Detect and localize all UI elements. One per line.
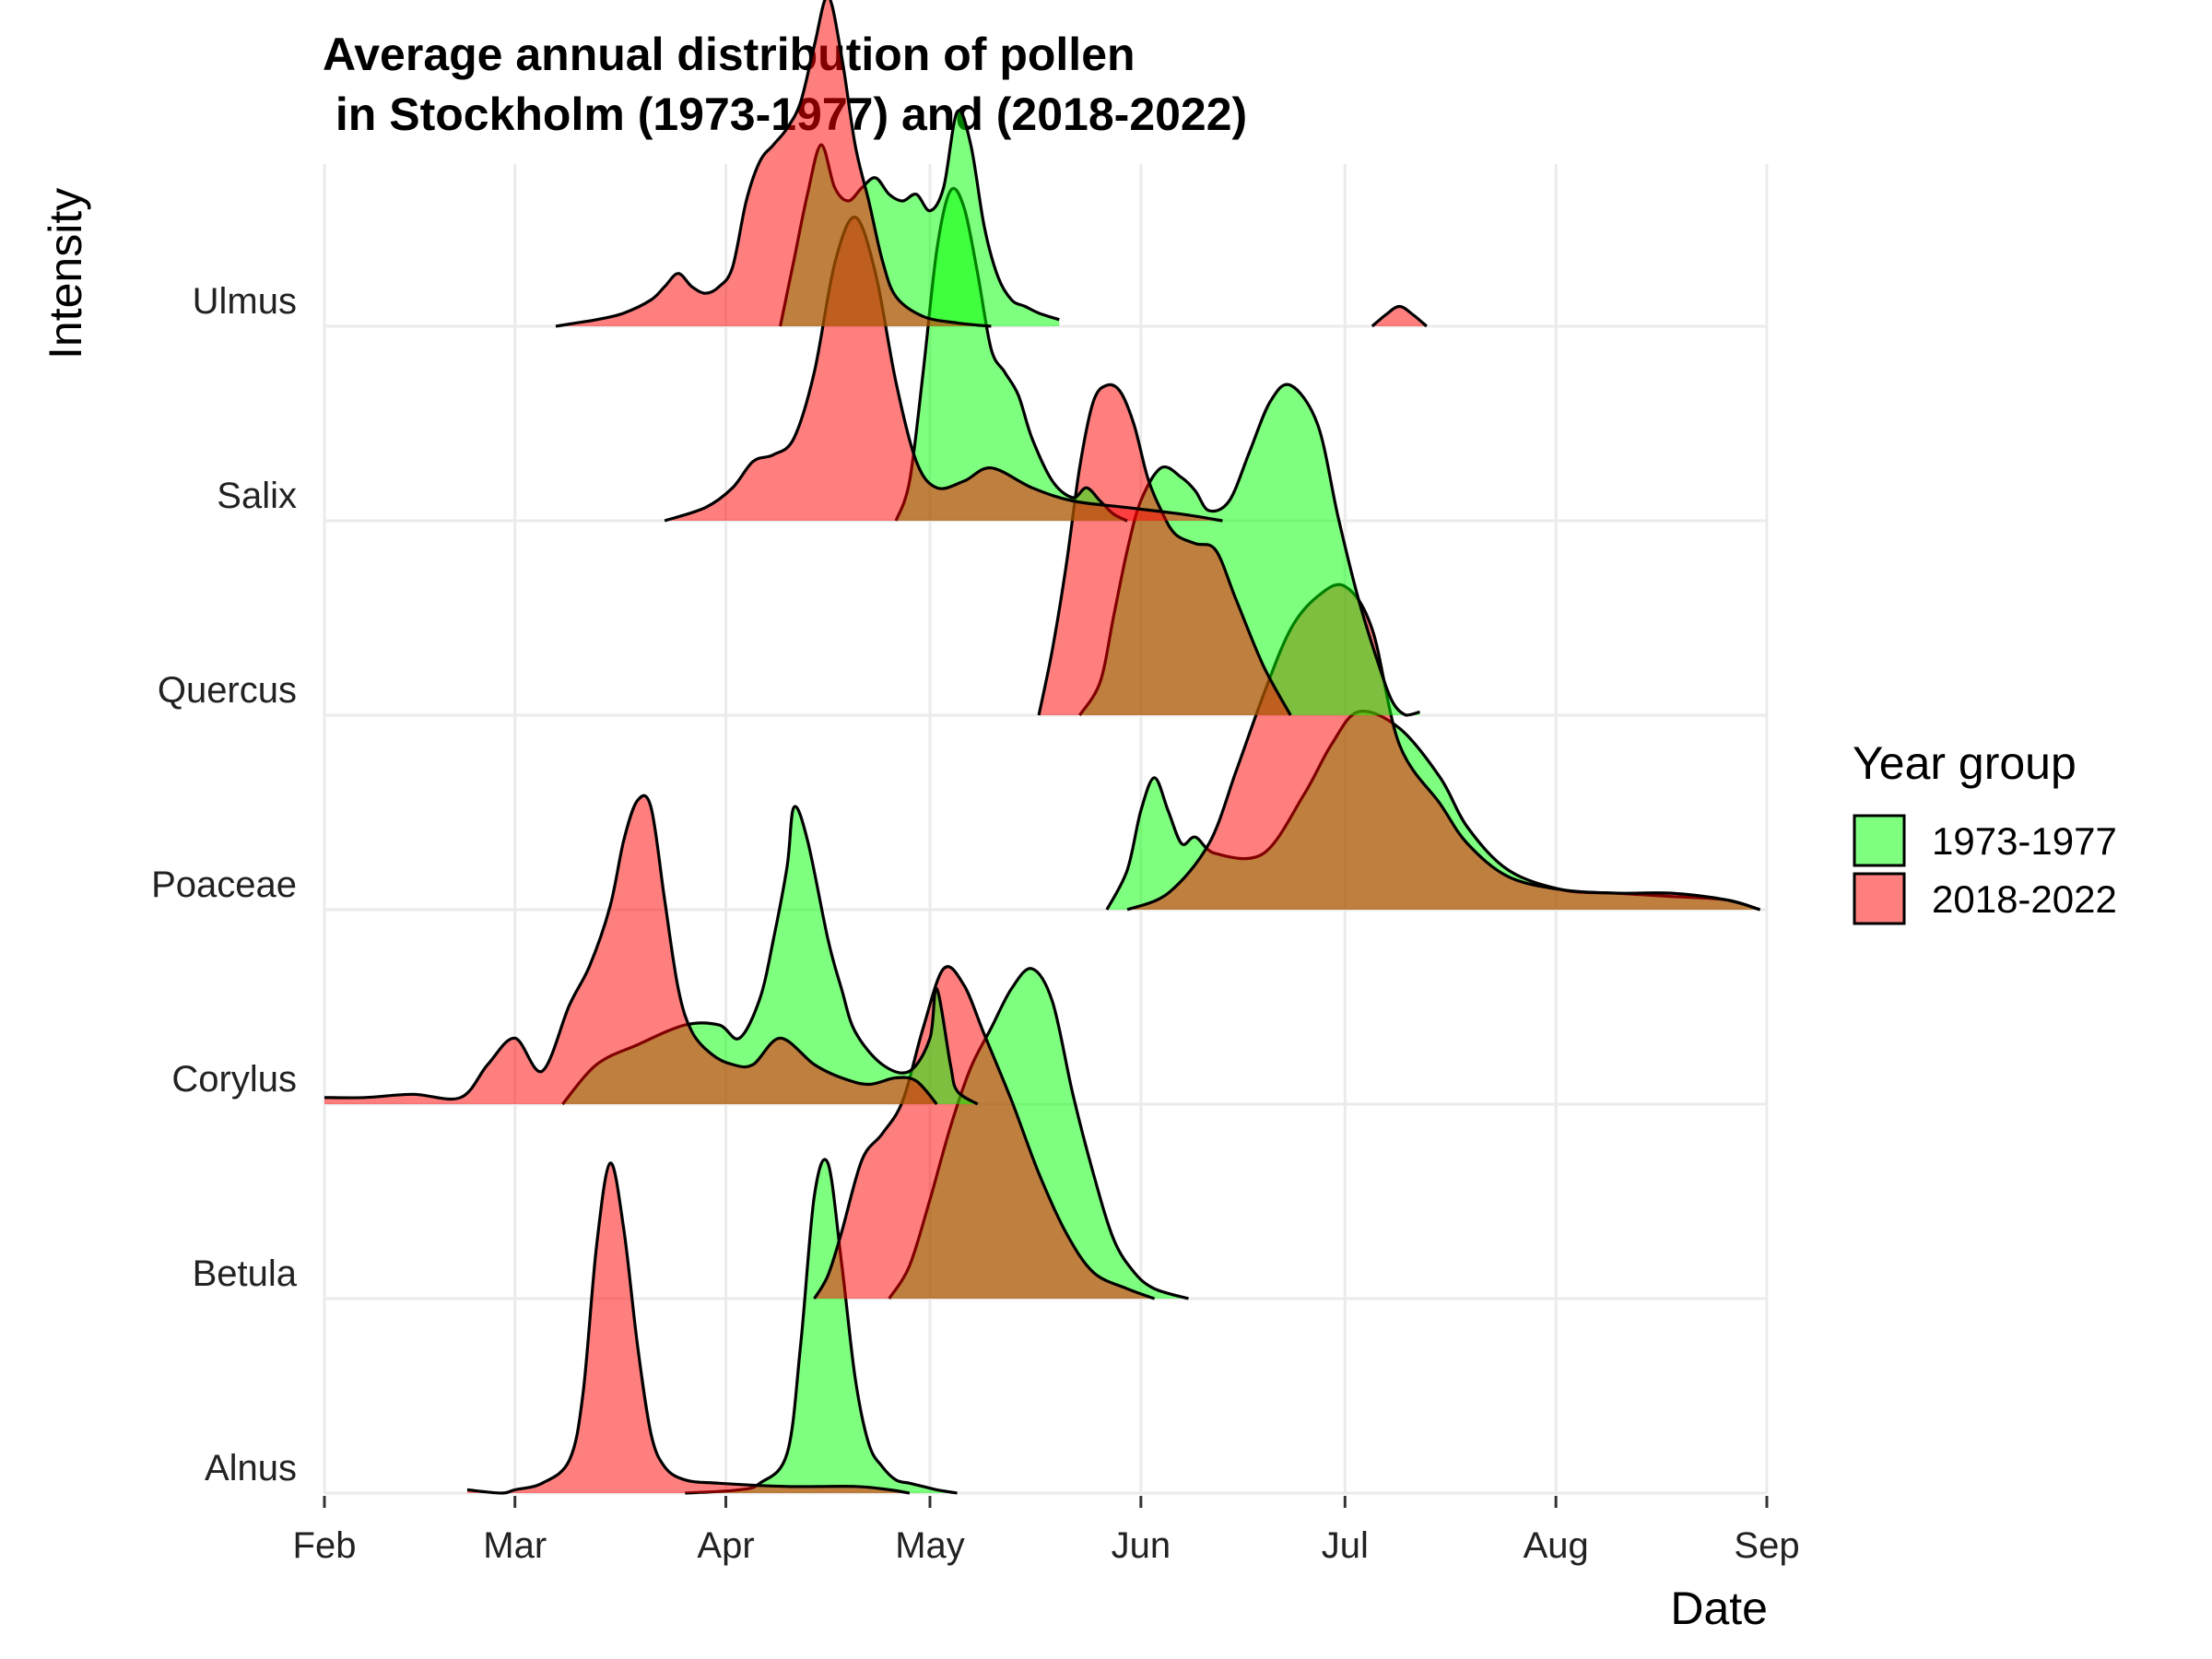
ridge-fill-betula-2018-2022-3 [814, 966, 1155, 1299]
ridge-outline-quercus-2018-2022-9 [1037, 382, 1292, 716]
ridge-outline-alnus-2018-2022-1 [466, 1161, 911, 1495]
ridge-outline-betula-2018-2022-3 [813, 965, 1156, 1300]
chart-title-line-1: Average annual distribution of pollen [323, 29, 1135, 80]
ridge-outline-ulmus-2018-2022-14 [1371, 304, 1428, 328]
ridge-fill-quercus-2018-2022-9 [1039, 384, 1291, 715]
y-tick-label-salix: Salix [217, 476, 297, 516]
ridge-fill-salix-2018-2022-11 [665, 217, 1223, 521]
ridge-fill-corylus-2018-2022-5 [324, 795, 937, 1104]
y-tick-label-quercus: Quercus [158, 670, 297, 711]
legend-key-2018-2022 [1853, 872, 1906, 925]
x-tick-label-jul: Jul [1322, 1525, 1369, 1566]
legend-title: Year group [1853, 737, 2077, 789]
x-axis-title: Date [1670, 1583, 1768, 1634]
y-tick-label-alnus: Alnus [205, 1448, 297, 1488]
x-tick-label-may: May [895, 1525, 965, 1566]
legend-label-2018-2022: 2018-2022 [1932, 877, 2117, 921]
ridge-fill-ulmus-2018-2022-14 [1371, 306, 1427, 326]
legend-key-1973-1977 [1853, 814, 1906, 867]
ridge-outline-ulmus-2018-2022-13 [555, 0, 992, 328]
x-tick-label-feb: Feb [293, 1525, 357, 1566]
x-tick-label-apr: Apr [697, 1525, 754, 1566]
x-tick-label-jun: Jun [1112, 1525, 1171, 1566]
chart-title: Average annual distribution of pollen in… [323, 29, 1247, 140]
y-tick-label-poaceae: Poaceae [151, 865, 297, 905]
y-axis-title: Intensity [40, 188, 91, 359]
ridge-fill-alnus-1973-1977-0 [685, 1159, 958, 1493]
y-tick-label-betula: Betula [193, 1253, 298, 1294]
ridge-outline-corylus-2018-2022-5 [324, 794, 938, 1106]
x-tick-label-sep: Sep [1734, 1525, 1799, 1566]
axes: Alnus Betula Corylus Poaceae Quercus Salix Ulm… [151, 281, 1800, 1566]
x-tick-label-mar: Mar [483, 1525, 547, 1566]
ridge-outline-corylus-1973-1977-4 [561, 805, 979, 1106]
x-tick-label-aug: Aug [1524, 1525, 1589, 1566]
ridge-outline-poaceae-2018-2022-7 [1126, 582, 1761, 912]
ridge-fill-ulmus-2018-2022-13 [556, 0, 992, 326]
y-tick-label-corylus: Corylus [171, 1059, 297, 1100]
y-tick-label-ulmus: Ulmus [193, 281, 297, 322]
ridges [324, 0, 1761, 1495]
legend: Year group 1973-1977 2018-2022 [1853, 737, 2117, 925]
legend-label-1973-1977: 1973-1977 [1932, 819, 2117, 863]
